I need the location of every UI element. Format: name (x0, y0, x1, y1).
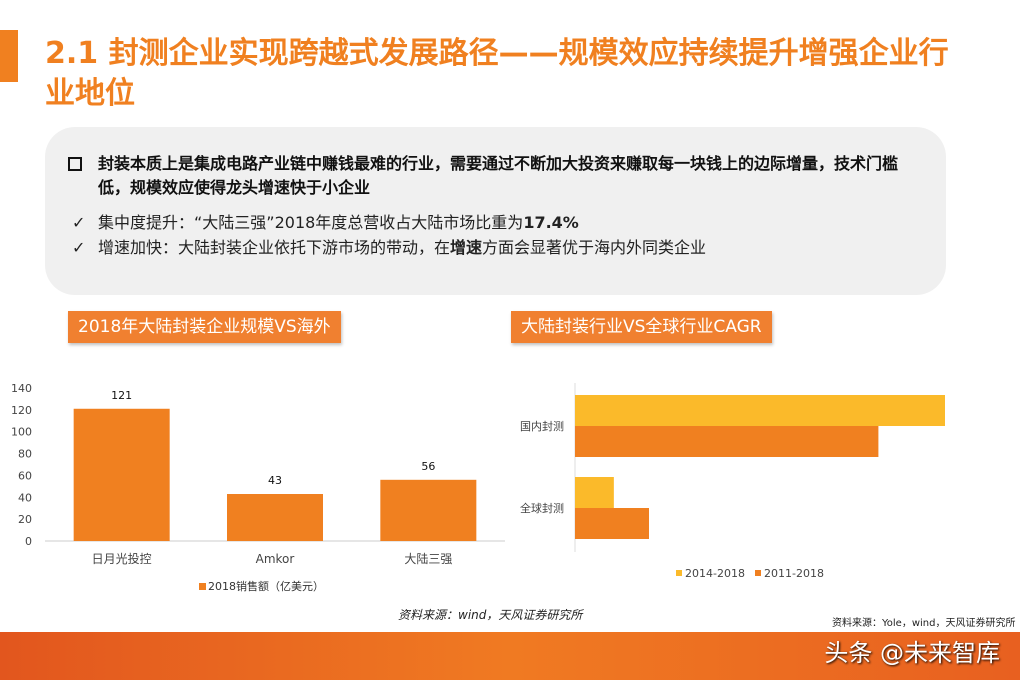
bullet-concentration: ✓ 集中度提升：“大陆三强”2018年度总营收占大陆市场比重为17.4% (72, 213, 579, 232)
y-tick-label: 120 (11, 404, 32, 417)
check-icon: ✓ (72, 238, 86, 257)
main-point: 封装本质上是集成电路产业链中赚钱最难的行业，需要通过不断加大投资来赚取每一块钱上… (68, 152, 898, 200)
y-tick-label: 国内封测 (520, 419, 564, 433)
y-tick-label: 60 (18, 469, 32, 482)
bar-0-1 (575, 426, 879, 457)
legend-swatch (199, 583, 206, 590)
bar-1-1 (575, 508, 649, 539)
source-note-2: 资料来源：Yole，wind，天风证券研究所 (832, 618, 1016, 629)
legend-swatch (676, 570, 682, 576)
legend-label: 2018销售额（亿美元） (208, 579, 324, 593)
bullet-growth: ✓ 增速加快：大陆封装企业依托下游市场的带动，在增速方面会显著优于海内外同类企业 (72, 238, 707, 257)
y-tick-label: 20 (18, 513, 32, 526)
bar-0-0 (575, 395, 945, 426)
y-tick-label: 100 (11, 426, 32, 439)
y-tick-label: 全球封测 (520, 501, 564, 515)
sales-bar-chart: 0 20 40 60 80 100 120 140 121 日月光投控 43 Amkor 56 大陆三强 2… (11, 382, 505, 593)
data-label: 56 (421, 460, 435, 473)
source-note-1: 资料来源：wind，天风证券研究所 (398, 608, 583, 622)
bar-1-0 (575, 477, 614, 508)
watermark: 头条 @未来智库 (824, 639, 1000, 667)
x-tick-label: 大陆三强 (404, 551, 452, 566)
x-tick-label: Amkor (256, 552, 295, 566)
legend-label: 2011-2018 (764, 567, 824, 580)
summary-box (45, 127, 946, 295)
footer-band (0, 632, 1020, 680)
bar-2 (380, 479, 477, 541)
data-label: 121 (111, 389, 132, 402)
chart2-label: 大陆封装行业VS全球行业CAGR (511, 311, 772, 343)
x-tick-label: 日月光投控 (92, 551, 152, 566)
check-icon: ✓ (72, 213, 86, 232)
y-tick-label: 80 (18, 448, 32, 461)
chart1-label: 2018年大陆封装企业规模VS海外 (68, 311, 341, 343)
legend-label: 2014-2018 (685, 567, 745, 580)
data-label: 43 (268, 474, 282, 487)
title-accent-bar (0, 30, 18, 82)
square-bullet-icon (68, 157, 82, 171)
bar-1 (227, 494, 323, 541)
y-tick-label: 0 (25, 535, 32, 548)
y-tick-label: 140 (11, 382, 32, 395)
page-title: 2.1 封测企业实现跨越式发展路径——规模效应持续提升增强企业行业地位 (45, 36, 949, 111)
bar-0 (73, 408, 170, 541)
y-tick-label: 40 (18, 491, 32, 504)
legend-swatch (755, 570, 761, 576)
